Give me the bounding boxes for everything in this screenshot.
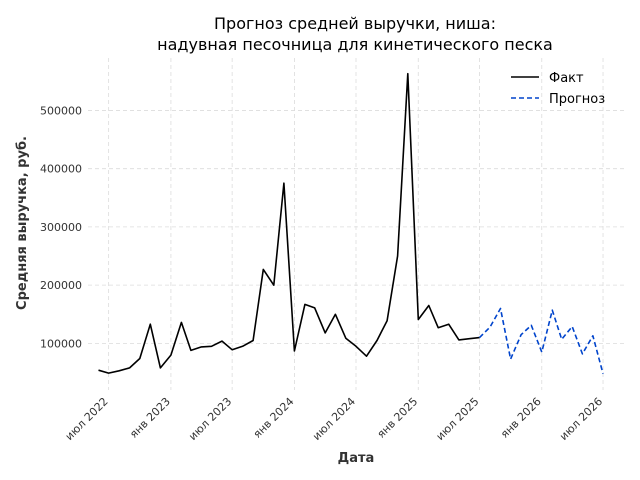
- y-tick-label: 100000: [40, 337, 82, 350]
- legend-label: Прогноз: [549, 92, 605, 107]
- chart-title-line-2: надувная песочница для кинетического пес…: [157, 35, 553, 54]
- x-tick-label: июл 2026: [557, 395, 605, 443]
- x-axis-ticks: июл 2022 янв 2023 июл 2023 янв 2024 июл 2024…: [63, 395, 605, 443]
- y-tick-label: 200000: [40, 279, 82, 292]
- grid: [88, 58, 624, 390]
- x-tick-label: янв 2026: [498, 395, 544, 441]
- x-tick-label: июл 2023: [186, 395, 234, 443]
- series-layer: [98, 72, 604, 374]
- x-tick-label: июл 2025: [434, 395, 482, 443]
- x-tick-label: янв 2024: [251, 395, 297, 441]
- x-tick-label: янв 2025: [375, 395, 421, 441]
- y-axis-ticks: 100000 200000 300000 400000 500000: [40, 104, 82, 350]
- series-line-forecast: [478, 307, 604, 374]
- x-tick-label: июл 2024: [310, 395, 358, 443]
- legend: Факт Прогноз: [511, 71, 605, 107]
- series-line-fact: [98, 72, 480, 374]
- x-tick-label: июл 2022: [63, 395, 111, 443]
- y-tick-label: 400000: [40, 163, 82, 176]
- x-tick-label: янв 2023: [127, 395, 173, 441]
- legend-label: Факт: [549, 71, 584, 86]
- chart-title-line-1: Прогноз средней выручки, ниша:: [214, 14, 496, 33]
- y-axis-label: Средняя выручка, руб.: [15, 136, 30, 310]
- y-tick-label: 300000: [40, 221, 82, 234]
- chart-title: Прогноз средней выручки, ниша: надувная …: [157, 14, 553, 54]
- x-axis-label: Дата: [338, 451, 375, 466]
- y-tick-label: 500000: [40, 104, 82, 117]
